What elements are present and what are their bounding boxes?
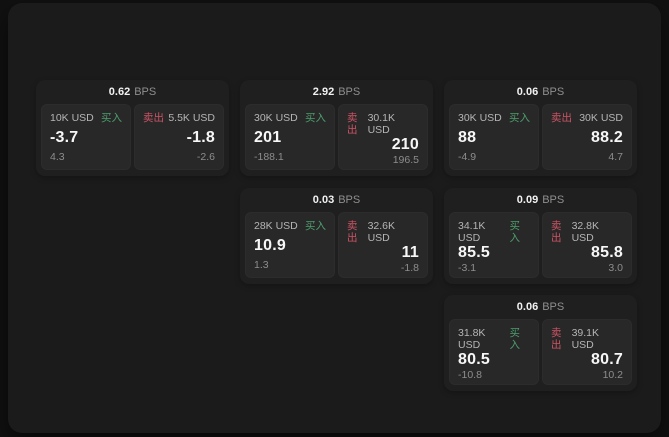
buy-tag: 买入	[509, 327, 520, 351]
buy-delta: 1.3	[254, 259, 269, 271]
sell-amount: 30K USD	[579, 112, 623, 124]
sell-price: 210	[391, 136, 419, 153]
buy-delta: 4.3	[50, 151, 65, 163]
card-header: 0.06 BPS	[444, 295, 637, 319]
buy-tag: 买入	[101, 112, 122, 124]
buy-price: 201	[254, 128, 282, 146]
bps-value: 0.09	[516, 194, 539, 206]
buy-panel[interactable]: 34.1K USD 买入 85.5 -3.1	[449, 212, 539, 278]
sell-panel[interactable]: 卖出 39.1K USD 80.7 10.2	[542, 319, 632, 385]
buy-tag: 买入	[509, 220, 520, 244]
sell-panel[interactable]: 卖出 32.8K USD 85.8 3.0	[542, 212, 632, 278]
app-window: 0.62 BPS 10K USD 买入 -3.7 4.3 卖出 5.5K USD…	[8, 3, 661, 433]
quote-card-1: 0.62 BPS 10K USD 买入 -3.7 4.3 卖出 5.5K USD…	[36, 80, 229, 176]
quote-card-2: 2.92 BPS 30K USD 买入 201 -188.1 卖出 30.1K …	[240, 80, 433, 176]
sell-price: 80.7	[591, 351, 623, 368]
sell-delta: -1.8	[400, 262, 419, 274]
sell-tag: 卖出	[551, 220, 562, 244]
sell-panel[interactable]: 卖出 5.5K USD -1.8 -2.6	[134, 104, 224, 170]
sell-amount: 5.5K USD	[168, 112, 215, 124]
buy-amount: 31.8K USD	[458, 327, 486, 351]
sell-amount: 39.1K USD	[571, 327, 600, 351]
card-header: 0.03 BPS	[240, 188, 433, 212]
sell-delta: 3.0	[608, 262, 623, 274]
quote-card-5: 0.09 BPS 34.1K USD 买入 85.5 -3.1 卖出 32.8K…	[444, 188, 637, 284]
buy-price: 10.9	[254, 236, 286, 254]
buy-panel[interactable]: 28K USD 买入 10.9 1.3	[245, 212, 335, 278]
buy-panel[interactable]: 30K USD 买入 88 -4.9	[449, 104, 539, 170]
bps-label: BPS	[542, 86, 565, 98]
sell-price: 85.8	[591, 244, 623, 261]
card-header: 2.92 BPS	[240, 80, 433, 104]
sell-amount: 30.1K USD	[367, 112, 396, 136]
bps-label: BPS	[542, 301, 565, 313]
buy-amount: 28K USD	[254, 220, 298, 232]
buy-amount: 10K USD	[50, 112, 94, 124]
sell-tag: 卖出	[143, 112, 164, 124]
panel-row: 31.8K USD 买入 80.5 -10.8 卖出 39.1K USD 80.…	[449, 319, 632, 385]
buy-tag: 买入	[305, 220, 326, 232]
card-header: 0.09 BPS	[444, 188, 637, 212]
panel-row: 30K USD 买入 88 -4.9 卖出 30K USD 88.2 4.7	[449, 104, 632, 170]
sell-tag: 卖出	[551, 112, 572, 124]
card-header: 0.06 BPS	[444, 80, 637, 104]
sell-delta: 4.7	[608, 151, 623, 163]
sell-price: 11	[401, 244, 419, 261]
bps-value: 0.06	[516, 86, 539, 98]
bps-value: 2.92	[312, 86, 335, 98]
bps-label: BPS	[338, 194, 361, 206]
buy-panel[interactable]: 10K USD 买入 -3.7 4.3	[41, 104, 131, 170]
sell-panel[interactable]: 卖出 32.6K USD 11 -1.8	[338, 212, 428, 278]
sell-panel[interactable]: 卖出 30K USD 88.2 4.7	[542, 104, 632, 170]
buy-amount: 30K USD	[254, 112, 298, 124]
sell-panel[interactable]: 卖出 30.1K USD 210 196.5	[338, 104, 428, 170]
quote-card-4: 0.03 BPS 28K USD 买入 10.9 1.3 卖出 32.6K US…	[240, 188, 433, 284]
buy-price: 85.5	[458, 244, 490, 261]
sell-price: 88.2	[591, 128, 623, 146]
buy-panel[interactable]: 30K USD 买入 201 -188.1	[245, 104, 335, 170]
sell-amount: 32.6K USD	[367, 220, 396, 244]
buy-amount: 34.1K USD	[458, 220, 486, 244]
bps-value: 0.06	[516, 301, 539, 313]
panel-row: 10K USD 买入 -3.7 4.3 卖出 5.5K USD -1.8 -2.…	[41, 104, 224, 170]
buy-panel[interactable]: 31.8K USD 买入 80.5 -10.8	[449, 319, 539, 385]
buy-price: -3.7	[50, 128, 79, 146]
bps-label: BPS	[338, 86, 361, 98]
panel-row: 28K USD 买入 10.9 1.3 卖出 32.6K USD 11 -1.8	[245, 212, 428, 278]
buy-amount: 30K USD	[458, 112, 502, 124]
buy-delta: -4.9	[458, 151, 477, 163]
bps-value: 0.62	[108, 86, 131, 98]
buy-tag: 买入	[509, 112, 530, 124]
panel-row: 34.1K USD 买入 85.5 -3.1 卖出 32.8K USD 85.8…	[449, 212, 632, 278]
sell-price: -1.8	[186, 128, 215, 146]
buy-price: 88	[458, 128, 477, 146]
sell-delta: 196.5	[392, 154, 419, 166]
buy-tag: 买入	[305, 112, 326, 124]
bps-label: BPS	[134, 86, 157, 98]
sell-amount: 32.8K USD	[571, 220, 600, 244]
card-header: 0.62 BPS	[36, 80, 229, 104]
quote-card-3: 0.06 BPS 30K USD 买入 88 -4.9 卖出 30K USD 8…	[444, 80, 637, 176]
sell-delta: -2.6	[196, 151, 215, 163]
buy-delta: -10.8	[458, 369, 482, 381]
bps-value: 0.03	[312, 194, 335, 206]
sell-tag: 卖出	[551, 327, 562, 351]
buy-delta: -188.1	[254, 151, 284, 163]
sell-delta: 10.2	[602, 369, 623, 381]
sell-tag: 卖出	[347, 112, 358, 136]
panel-row: 30K USD 买入 201 -188.1 卖出 30.1K USD 210 1…	[245, 104, 428, 170]
bps-label: BPS	[542, 194, 565, 206]
buy-price: 80.5	[458, 351, 490, 368]
quote-card-6: 0.06 BPS 31.8K USD 买入 80.5 -10.8 卖出 39.1…	[444, 295, 637, 391]
sell-tag: 卖出	[347, 220, 358, 244]
buy-delta: -3.1	[458, 262, 477, 274]
